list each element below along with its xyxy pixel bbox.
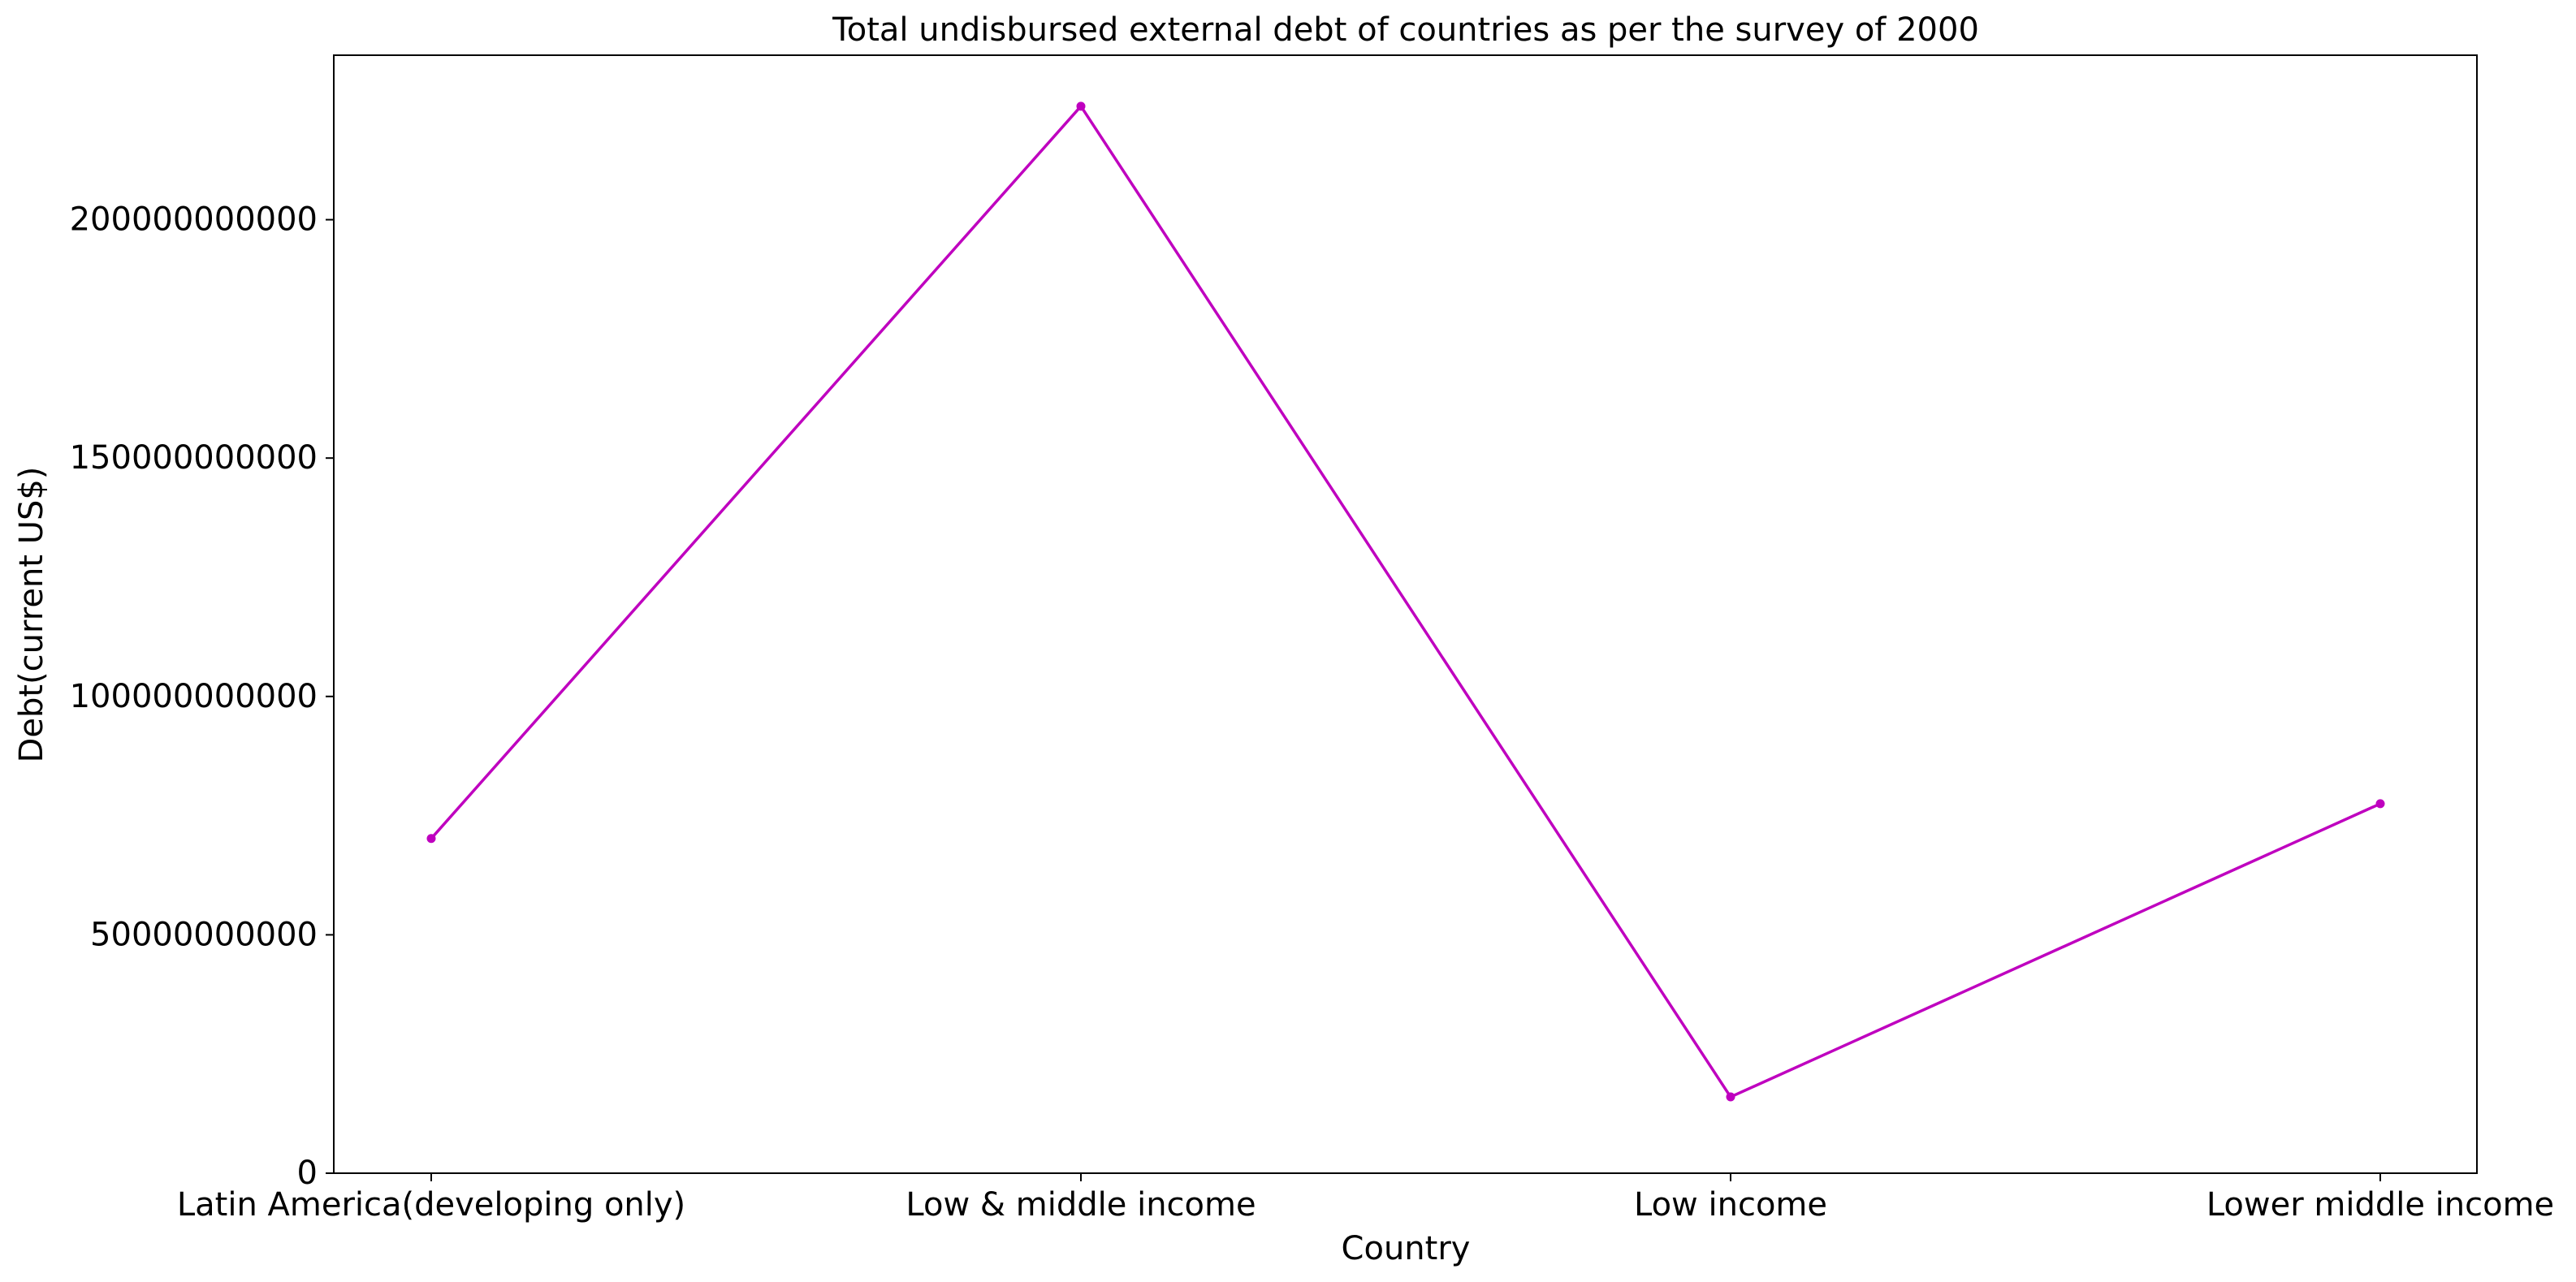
data-point bbox=[426, 834, 436, 844]
x-axis-title: Country bbox=[1342, 1230, 1471, 1267]
x-tick-label: Low & middle income bbox=[905, 1186, 1256, 1224]
plot-frame bbox=[333, 54, 2478, 1174]
y-tick-label: 0 bbox=[297, 1155, 318, 1192]
data-point bbox=[1076, 101, 1086, 111]
data-point bbox=[2375, 799, 2385, 809]
x-axis: Latin America(developing only) Low & midd… bbox=[177, 1173, 2554, 1224]
x-tick-label: Latin America(developing only) bbox=[177, 1186, 685, 1224]
y-tick-label: 150000000000 bbox=[70, 439, 318, 477]
series-line bbox=[430, 105, 2381, 1099]
series-layer bbox=[426, 101, 2385, 1102]
chart-title: Total undisbursed external debt of count… bbox=[832, 11, 1979, 49]
x-tick-label: Lower middle income bbox=[2206, 1186, 2554, 1224]
y-axis: 0 50000000000 100000000000 150000000000 2000… bbox=[70, 201, 334, 1192]
y-tick-label: 200000000000 bbox=[70, 201, 318, 239]
x-tick-label: Low income bbox=[1634, 1186, 1827, 1224]
data-point bbox=[1726, 1092, 1735, 1102]
plot-area bbox=[333, 54, 2478, 1174]
y-axis-title: Debt(current US$) bbox=[13, 467, 50, 763]
y-tick-label: 100000000000 bbox=[70, 678, 318, 715]
y-tick-label: 50000000000 bbox=[90, 916, 318, 953]
